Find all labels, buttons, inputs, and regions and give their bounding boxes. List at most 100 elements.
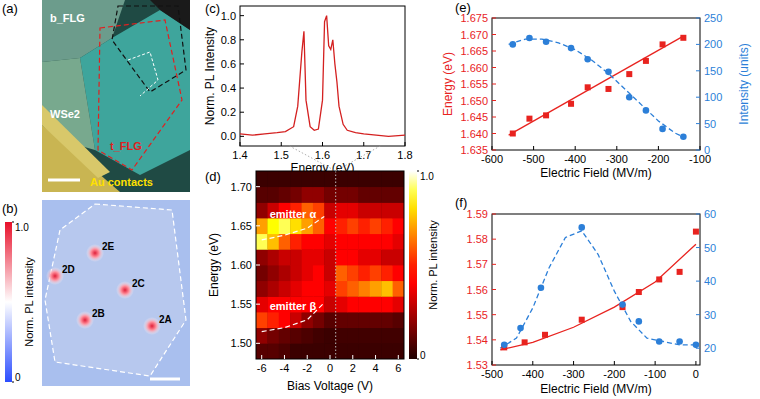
heatmap-cell: [347, 312, 359, 328]
heatmap-cell: [324, 296, 336, 312]
x-tick: [375, 355, 376, 359]
data-point: [656, 338, 663, 345]
heatmap-cell: [370, 234, 382, 250]
y2-tick: [696, 314, 700, 315]
data-point: [660, 41, 666, 47]
heatmap-cell: [267, 312, 279, 328]
heatmap-cell: [370, 187, 382, 203]
y-tick: [240, 136, 244, 137]
heatmap-cell: [393, 202, 404, 218]
y2-tick-label: 0: [704, 144, 710, 156]
x-tick-label: -400: [522, 368, 544, 380]
heatmap-cell: [358, 281, 370, 297]
x-tick-label: -300: [606, 153, 628, 165]
connector: [336, 146, 381, 171]
data-point: [656, 276, 662, 282]
heatmap-cell: [381, 312, 393, 328]
y-axis-label: Norm. PL Intensity: [203, 27, 217, 125]
heatmap-cell: [313, 187, 325, 203]
y-tick-label: 1.660: [460, 62, 488, 74]
heatmap-cell: [313, 312, 325, 328]
heatmap-cell: [256, 328, 268, 344]
data-point: [568, 45, 575, 52]
y2-tick: [696, 123, 700, 124]
colorbar-tick-label: 0: [15, 372, 21, 383]
heatmap-cell: [302, 234, 314, 250]
data-point: [510, 131, 516, 137]
heatmap-cell: [358, 328, 370, 344]
heatmap-cell: [256, 202, 268, 218]
heatmap-cell: [370, 202, 382, 218]
heatmap-cell: [347, 218, 359, 234]
heatmap-cell: [279, 265, 291, 281]
heatmap-cell: [336, 171, 348, 187]
data-point: [584, 56, 591, 63]
x-tick: [575, 146, 576, 150]
y-tick-label: 1.53: [467, 359, 488, 371]
scale-bar: [150, 378, 180, 381]
plot-frame: [492, 214, 700, 365]
y2-tick: [696, 150, 700, 151]
y-tick: [492, 51, 496, 52]
heatmap-cell: [279, 281, 291, 297]
heatmap-cell: [358, 312, 370, 328]
image-label: t_FLG: [110, 140, 142, 152]
heatmap-cell: [381, 187, 393, 203]
data-point: [522, 339, 528, 345]
y2-tick: [696, 281, 700, 282]
heatmap-cell: [313, 171, 325, 187]
heatmap-cell: [290, 265, 302, 281]
data-point: [526, 116, 532, 122]
flake-outline: [128, 52, 158, 96]
spot-label: 2E: [102, 241, 115, 252]
heatmap-cell: [290, 171, 302, 187]
y-tick-label: 1.57: [467, 258, 488, 270]
heatmap-cell: [256, 218, 268, 234]
y-tick-label: 1.56: [467, 284, 488, 296]
x-tick: [658, 146, 659, 150]
heatmap-cell: [381, 202, 393, 218]
heatmap-cell: [336, 187, 348, 203]
y-tick-label: 1.70: [231, 181, 252, 193]
x-tick: [492, 146, 493, 150]
heatmap-cell: [267, 218, 279, 234]
x-tick: [614, 361, 615, 365]
x-tick-label: 0: [327, 362, 333, 374]
heatmap-cell: [336, 328, 348, 344]
y-tick: [492, 239, 496, 240]
plot-frame: [256, 171, 404, 359]
y-axis-label: Energy (eV): [441, 52, 455, 116]
heatmap-cell: [381, 171, 393, 187]
x-tick-label: -500: [523, 153, 545, 165]
panel-label: (d): [205, 169, 221, 184]
heatmap-cell: [324, 281, 336, 297]
heatmap-cell: [370, 218, 382, 234]
x-tick: [322, 142, 323, 146]
plot-area: [509, 35, 687, 140]
x-tick-label: 1.4: [232, 149, 247, 161]
x-tick: [352, 355, 353, 359]
heatmap-cell: [324, 312, 336, 328]
y-tick: [492, 264, 496, 265]
panel-label: (f): [455, 195, 467, 210]
y-tick-label: 1.0: [221, 10, 236, 22]
x-tick: [330, 355, 331, 359]
heatmap-cell: [381, 265, 393, 281]
colorbar-tick: [12, 382, 14, 383]
plot-frame: [240, 6, 405, 146]
figure: b_FLGWSe2t_FLGAu contacts(a)2E2D2C2B2A01…: [0, 0, 760, 399]
x-tick: [700, 146, 701, 150]
y2-tick: [696, 44, 700, 45]
colorbar: [5, 222, 12, 382]
heatmap-cell: [324, 218, 336, 234]
heatmap-cell: [347, 281, 359, 297]
y-tick: [240, 88, 244, 89]
heatmap-cell: [370, 343, 382, 359]
y-tick: [256, 343, 260, 344]
emitter-label: emitter β: [270, 300, 317, 312]
heatmap-cell: [370, 296, 382, 312]
x-tick-label: -2: [302, 362, 312, 374]
heatmap-cell: [336, 202, 348, 218]
heatmap-cell: [324, 328, 336, 344]
heatmap-cell: [347, 202, 359, 218]
